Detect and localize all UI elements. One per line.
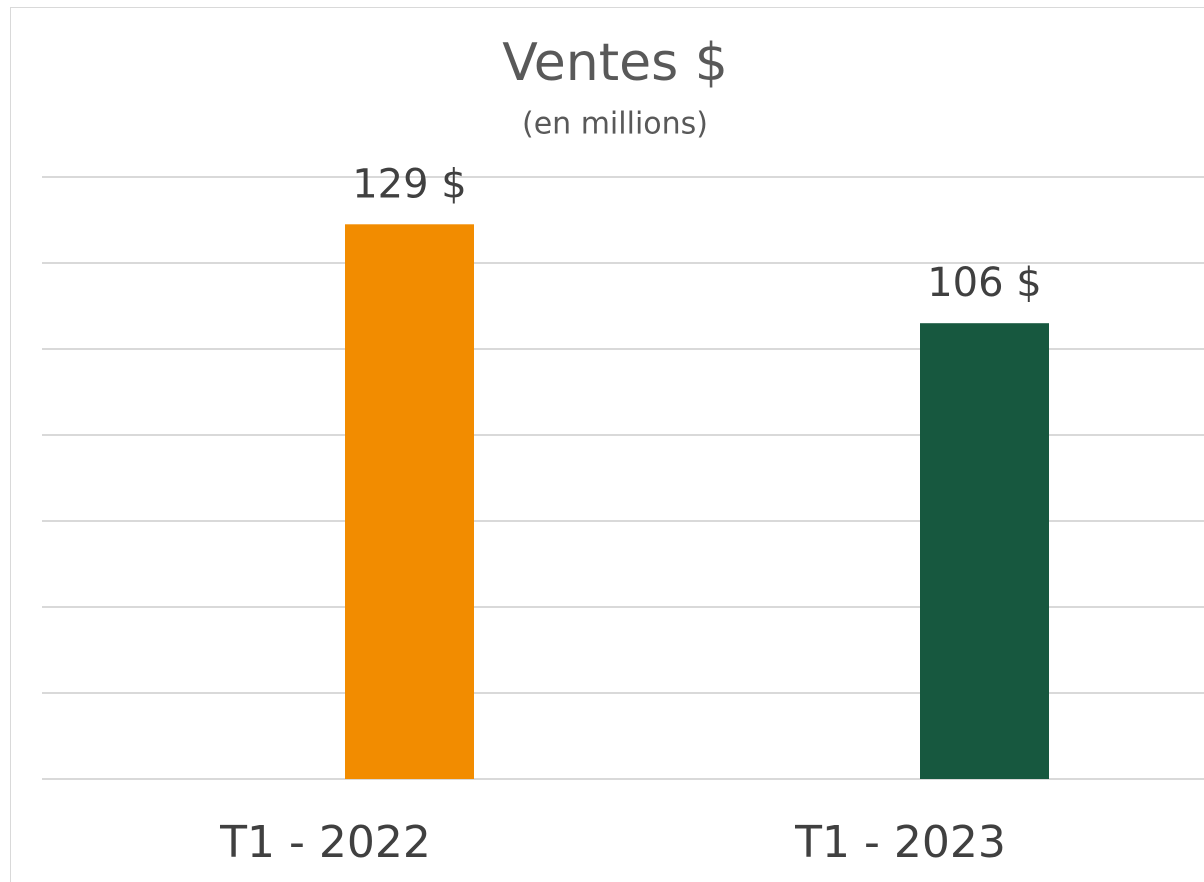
value-label: 106 $ xyxy=(927,260,1042,306)
bar xyxy=(345,224,474,780)
chart-frame xyxy=(10,7,1204,882)
x-tick-label: T1 - 2023 xyxy=(794,817,1006,868)
chart-subtitle: (en millions) xyxy=(522,107,708,142)
chart-title: Ventes $ xyxy=(502,33,728,93)
x-tick-label: T1 - 2022 xyxy=(219,817,431,868)
bar xyxy=(920,323,1049,779)
value-label: 129 $ xyxy=(352,161,467,207)
